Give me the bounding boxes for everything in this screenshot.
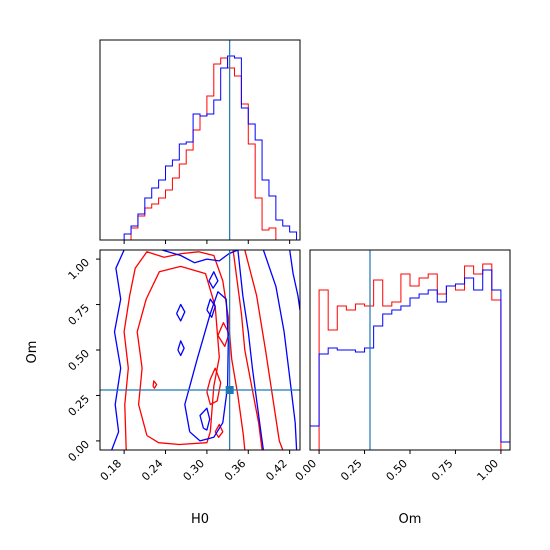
h0-histogram-frame: [99, 39, 301, 241]
contour-blue-8: [237, 250, 265, 450]
om-hist-x-tick-label: 0.00: [293, 457, 320, 484]
contour-red-3: [244, 250, 284, 450]
om-histogram-series-red: [310, 263, 510, 450]
contour-red-1: [123, 251, 246, 450]
contour-red-0: [136, 265, 220, 446]
joint-x-tick-label: 0.30: [181, 457, 208, 484]
om-histogram-series-blue: [310, 269, 510, 450]
joint-y-tick-label: 0.00: [66, 438, 93, 465]
contour-red-7: [214, 423, 224, 438]
joint-x-tick-label: 0.24: [139, 457, 166, 484]
contour-red-5: [217, 322, 230, 348]
contour-blue-0: [199, 407, 211, 431]
om-hist-x-tick-label: 0.25: [338, 457, 365, 484]
joint-x-tick-label: 0.42: [263, 457, 290, 484]
contour-red-6: [152, 380, 158, 389]
x-axis-label-h0: H0: [191, 512, 209, 527]
h0-om-contour-panel: 0.18 0.24 0.30 0.36 0.42 0.00 0.25 0.50 0.75 1.00: [66, 249, 301, 484]
contour-blue-9: [262, 250, 298, 450]
joint-y-tick-label: 0.25: [66, 392, 93, 419]
contour-red-2: [232, 250, 263, 450]
joint-truth-marker: [225, 386, 234, 394]
h0-histogram-series-blue: [110, 55, 298, 240]
contour-blue-2: [177, 340, 185, 357]
joint-x-tick-label: 0.36: [222, 457, 249, 484]
h0-histogram-panel: [99, 39, 301, 244]
contour-red-4: [206, 367, 222, 406]
joint-y-tick-label: 0.50: [66, 347, 93, 374]
x-axis-label-om: Om: [399, 512, 422, 527]
contour-blue-10: [289, 250, 300, 311]
joint-x-tick-label: 0.18: [98, 457, 125, 484]
contour-blue-5: [184, 291, 229, 442]
om-hist-x-tick-label: 1.00: [475, 457, 502, 484]
contour-blue-4: [176, 303, 186, 322]
contour-blue-6: [111, 250, 125, 450]
contour-blue-3: [208, 271, 219, 289]
joint-y-tick-label: 0.75: [66, 301, 93, 328]
y-axis-label-om: Om: [25, 341, 40, 364]
h0-histogram-series-red: [110, 57, 297, 240]
om-hist-x-tick-label: 0.50: [384, 457, 411, 484]
om-histogram-panel: 0.00 0.25 0.50 0.75 1.00: [293, 249, 511, 484]
joint-y-tick-label: 1.00: [66, 256, 93, 283]
om-hist-x-tick-label: 0.75: [429, 457, 456, 484]
contour-blue-7: [161, 250, 239, 264]
